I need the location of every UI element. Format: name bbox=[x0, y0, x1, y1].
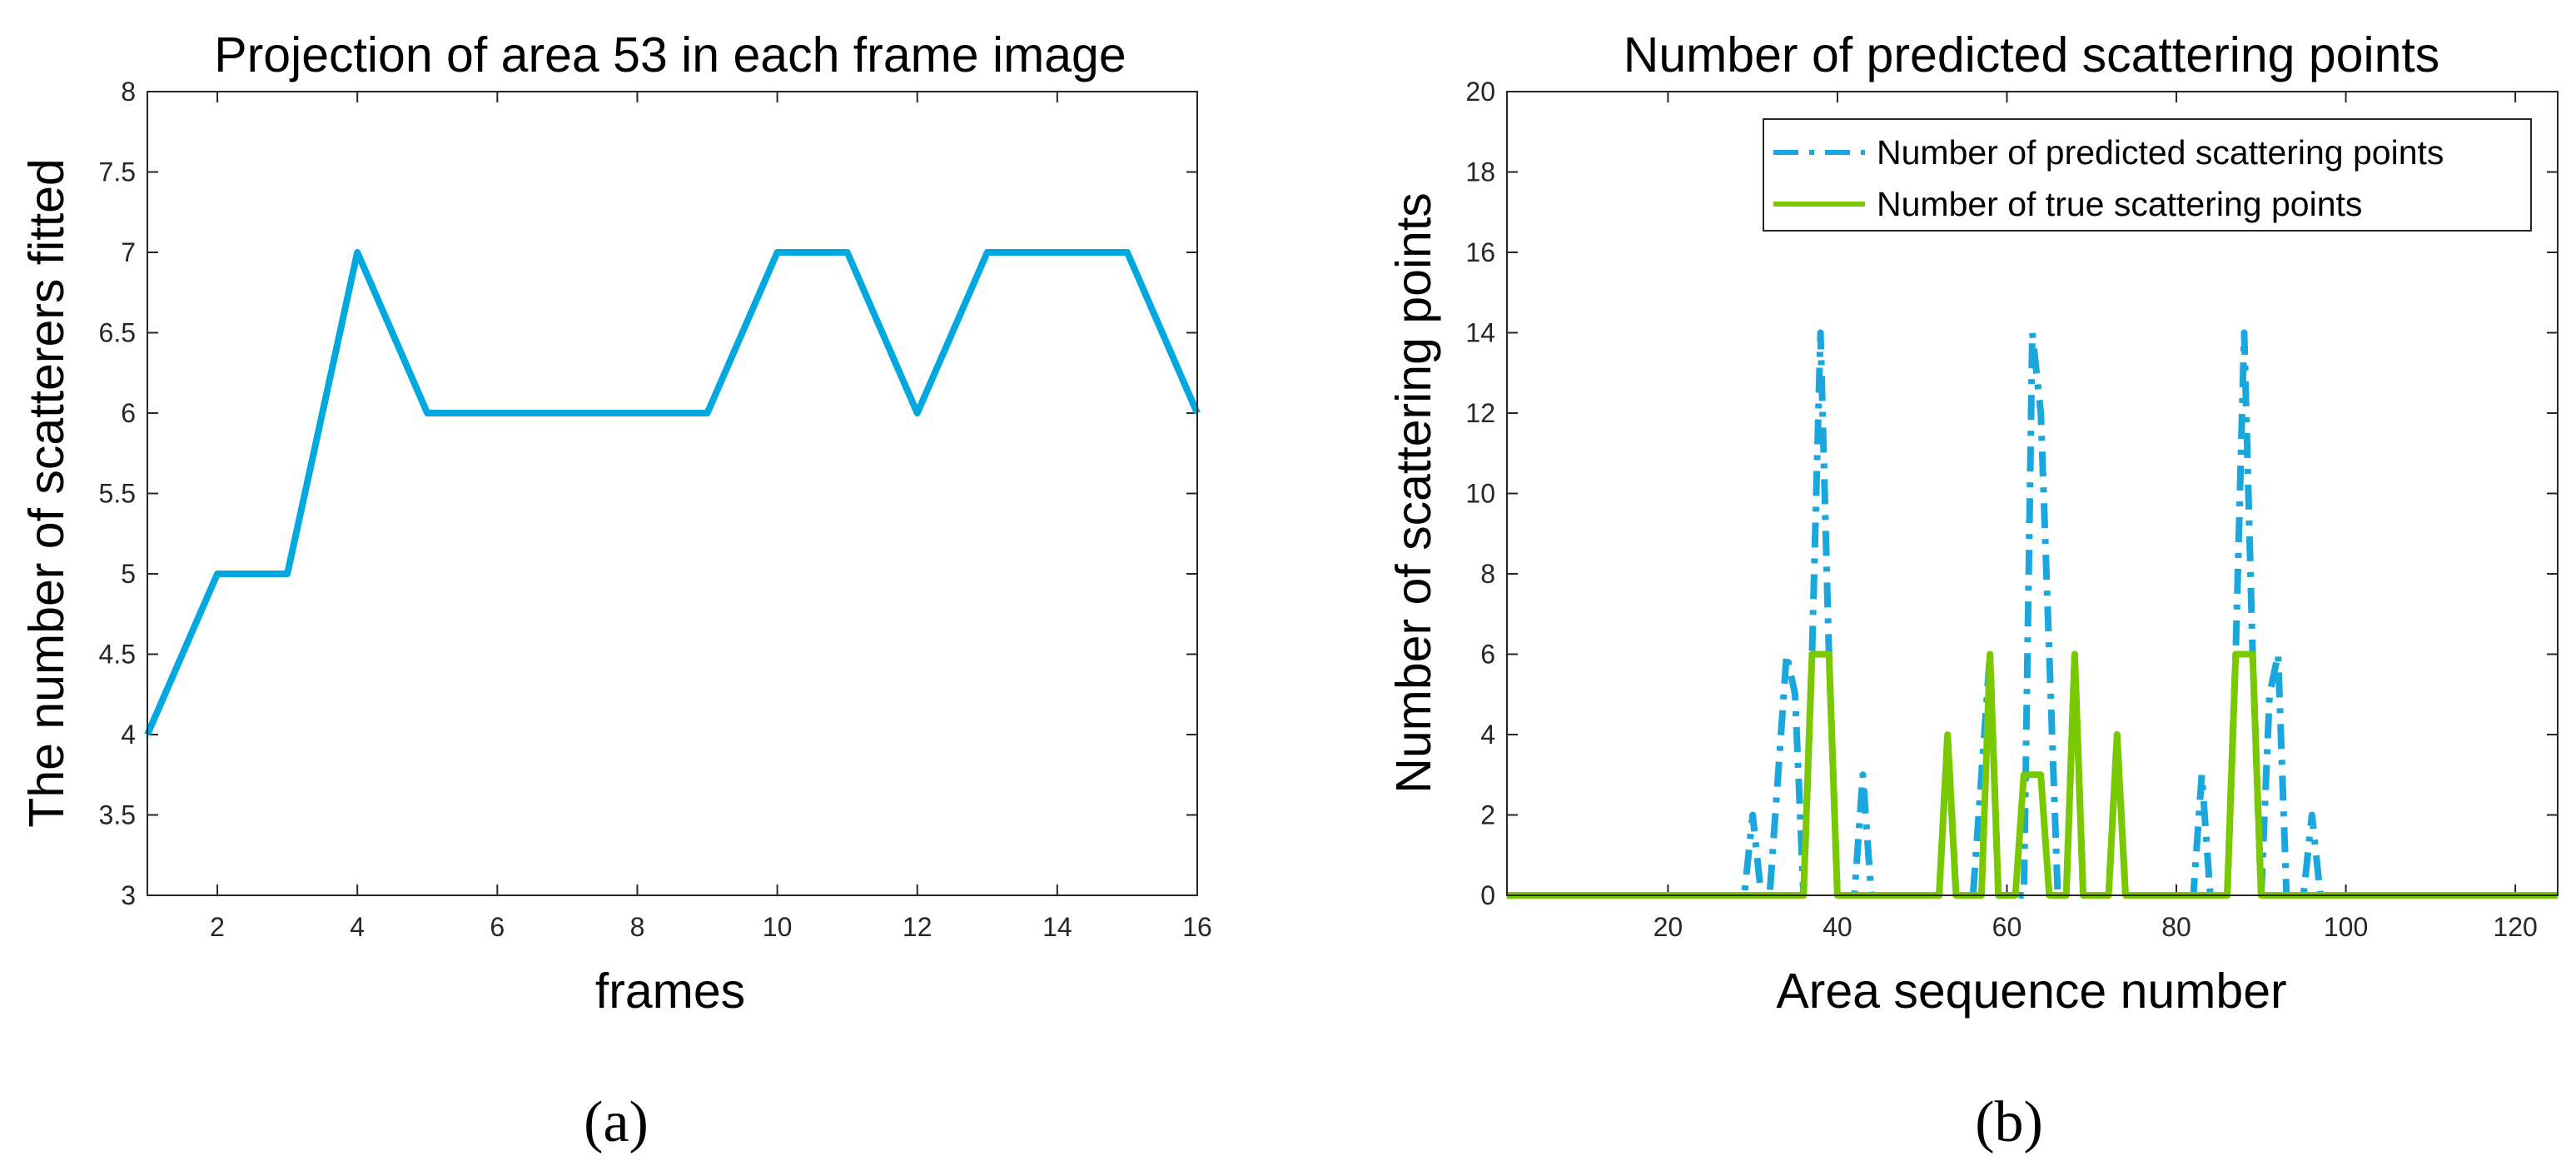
series-line-b-1 bbox=[1507, 650, 2558, 899]
x-tick-label: 2 bbox=[210, 912, 225, 942]
series-layer-b bbox=[1507, 329, 2558, 899]
legend-label-true: Number of true scattering points bbox=[1877, 185, 2362, 223]
y-tick-label: 8 bbox=[121, 77, 136, 107]
y-axis-label-b: Number of scattering points bbox=[1386, 192, 1441, 793]
y-tick-label: 5 bbox=[121, 559, 136, 589]
y-tick-label: 7 bbox=[121, 237, 136, 267]
y-tick-label: 10 bbox=[1465, 479, 1495, 509]
chart-title-b: Number of predicted scattering points bbox=[1624, 27, 2440, 82]
y-axis-label-a: The number of scatterers fitted bbox=[19, 158, 74, 827]
y-tick-label: 4 bbox=[121, 720, 136, 750]
x-tick-label: 16 bbox=[1182, 912, 1212, 942]
chart-title-a: Projection of area 53 in each frame imag… bbox=[214, 27, 1126, 82]
legend: Number of predicted scattering points Nu… bbox=[1763, 118, 2532, 232]
x-tick-label: 40 bbox=[1823, 912, 1852, 942]
x-tick-label: 120 bbox=[2493, 912, 2537, 942]
y-tick-label: 8 bbox=[1480, 559, 1495, 589]
y-tick-label: 3.5 bbox=[99, 800, 136, 830]
series-line-b-0 bbox=[1507, 329, 2558, 899]
x-axis-label-b: Area sequence number bbox=[1776, 964, 2286, 1019]
x-tick-label: 10 bbox=[763, 912, 793, 942]
x-tick-label: 60 bbox=[1992, 912, 2022, 942]
x-tick-label: 8 bbox=[630, 912, 645, 942]
tick-labels-b: 20 40 60 80 100 120 0 2 4 6 8 10 12 14 16 18 20 bbox=[1465, 77, 2537, 942]
y-tick-label: 6.5 bbox=[99, 318, 136, 348]
x-tick-label: 14 bbox=[1042, 912, 1072, 942]
y-tick-label: 3 bbox=[121, 880, 136, 910]
series-line-a-0 bbox=[144, 249, 1201, 736]
x-tick-label: 100 bbox=[2324, 912, 2368, 942]
y-tick-label: 5.5 bbox=[99, 479, 136, 509]
x-axis-label-a: frames bbox=[595, 964, 745, 1019]
y-tick-label: 4.5 bbox=[99, 640, 136, 670]
y-tick-label: 18 bbox=[1465, 157, 1495, 187]
y-tick-label: 12 bbox=[1465, 398, 1495, 428]
x-tick-label: 20 bbox=[1654, 912, 1683, 942]
series-layer-a bbox=[144, 249, 1201, 736]
x-tick-label: 80 bbox=[2161, 912, 2191, 942]
x-tick-label: 6 bbox=[490, 912, 505, 942]
y-tick-label: 0 bbox=[1480, 880, 1495, 910]
y-tick-label: 6 bbox=[1480, 640, 1495, 670]
panel-b: 20 40 60 80 100 120 0 2 4 6 8 10 12 14 16 18 20 Number o… bbox=[1386, 27, 2559, 1154]
y-tick-label: 2 bbox=[1480, 800, 1495, 830]
y-tick-label: 20 bbox=[1465, 77, 1495, 107]
axes-box-b bbox=[1506, 91, 2559, 896]
legend-box bbox=[1763, 118, 2532, 232]
axes-box-a bbox=[147, 91, 1198, 896]
panel-a: 2 4 6 8 10 12 14 16 3 3.5 4 4.5 5 5.5 6 6.5 7 7.5 8 Projec… bbox=[19, 27, 1212, 1154]
tick-labels-a: 2 4 6 8 10 12 14 16 3 3.5 4 4.5 5 5.5 6 6.5 7 7.5 8 bbox=[99, 77, 1212, 942]
panel-label-a: (a) bbox=[584, 1090, 649, 1154]
y-tick-label: 6 bbox=[121, 398, 136, 428]
x-tick-label: 4 bbox=[350, 912, 365, 942]
x-tick-label: 12 bbox=[903, 912, 932, 942]
y-tick-label: 4 bbox=[1480, 720, 1495, 750]
y-tick-label: 16 bbox=[1465, 237, 1495, 267]
panel-label-b: (b) bbox=[1975, 1090, 2043, 1154]
y-tick-label: 14 bbox=[1465, 318, 1495, 348]
legend-label-predicted: Number of predicted scattering points bbox=[1877, 133, 2444, 172]
y-tick-label: 7.5 bbox=[99, 157, 136, 187]
